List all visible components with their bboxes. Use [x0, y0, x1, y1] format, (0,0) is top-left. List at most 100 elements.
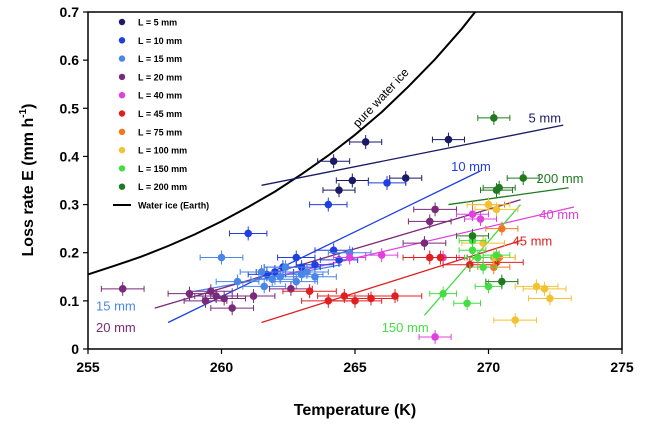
data-point	[292, 253, 301, 262]
data-point	[498, 277, 506, 286]
legend-swatch	[118, 110, 126, 117]
data-point	[118, 285, 127, 293]
data-point	[268, 275, 277, 283]
fit-line-label: 5 mm	[529, 111, 562, 126]
legend-swatch	[118, 18, 126, 26]
data-point	[351, 297, 359, 305]
data-point	[228, 304, 236, 312]
data-point	[476, 215, 485, 223]
data-point	[348, 176, 357, 185]
data-point	[220, 294, 228, 303]
x-tick-label: 275	[610, 359, 634, 375]
data-point	[468, 232, 477, 240]
data-point	[479, 263, 487, 271]
legend-label: L = 20 mm	[138, 72, 182, 82]
data-point	[492, 205, 501, 214]
legend-label: L = 45 mm	[138, 109, 182, 119]
data-point	[311, 260, 319, 269]
y-tick-label: 0.1	[60, 293, 80, 309]
fit-line-label: 10 mm	[451, 159, 491, 174]
legend-label: L = 10 mm	[138, 36, 182, 46]
legend-label: L = 40 mm	[138, 91, 182, 101]
fit-line	[194, 264, 342, 292]
legend-swatch	[118, 55, 126, 62]
data-point	[490, 114, 498, 122]
data-point	[383, 179, 391, 187]
legend-swatch	[118, 92, 126, 99]
data-point	[468, 210, 477, 218]
y-tick-label: 0.6	[60, 52, 80, 68]
water-ice-curve-layer	[87, 11, 476, 276]
legend-swatch	[118, 73, 126, 81]
data-point	[361, 138, 370, 146]
data-point	[233, 277, 242, 286]
legend-label: L = 100 mm	[138, 146, 187, 156]
fit-line	[261, 124, 564, 186]
fit-lines-layer: 5 mm 10 mm 15 mm 20 mm 40 mm 45 mm 150 mm 200 m…	[96, 111, 584, 335]
legend: L = 5 mm L = 10 mm L = 15 mm L = 20 mm L = 4…	[113, 18, 209, 211]
y-axis-title-main: Loss rate E (mm h	[20, 118, 37, 257]
data-point	[391, 292, 399, 300]
data-point	[329, 246, 338, 255]
y-axis-title-superscript: -1	[18, 108, 29, 117]
data-point	[292, 277, 301, 286]
data-point	[249, 292, 258, 300]
data-point	[212, 292, 220, 300]
data-points-layer	[100, 110, 572, 344]
data-point	[287, 285, 295, 293]
data-point	[498, 224, 506, 233]
y-tick-label: 0.3	[60, 197, 80, 213]
data-point	[474, 253, 482, 262]
y-axis-title-end: )	[20, 104, 37, 109]
y-tick-label: 0	[71, 341, 79, 357]
legend-label: L = 200 mm	[138, 182, 187, 192]
data-point	[511, 316, 519, 324]
legend-label: L = 150 mm	[138, 164, 187, 174]
water-ice-curve-label: pure water ice	[350, 65, 412, 130]
data-point	[305, 287, 314, 296]
fit-line	[448, 187, 569, 206]
data-point	[436, 253, 445, 262]
x-tick-label: 260	[210, 359, 234, 375]
data-point	[217, 253, 226, 262]
data-point	[244, 229, 252, 238]
data-point	[479, 239, 487, 247]
data-point	[340, 292, 349, 300]
y-tick-label: 0.4	[60, 148, 80, 164]
x-tick-label: 255	[76, 359, 100, 375]
data-point	[546, 294, 554, 303]
data-point	[260, 282, 269, 291]
y-axis-title: Loss rate E (mm h-1)	[18, 104, 37, 257]
data-point	[311, 272, 319, 281]
data-point	[492, 251, 501, 259]
data-point	[519, 174, 528, 182]
data-point	[335, 186, 343, 194]
fit-line-label: 20 mm	[96, 320, 136, 335]
legend-swatch	[118, 128, 126, 135]
data-point	[281, 263, 290, 271]
water-ice-curve	[87, 11, 476, 276]
data-point	[324, 200, 333, 209]
x-tick-label: 265	[343, 359, 367, 375]
legend-label: L = 15 mm	[138, 54, 182, 64]
data-point	[492, 186, 501, 194]
data-point	[201, 297, 210, 305]
data-point	[484, 200, 493, 209]
axes: 255 260 265 270 275 0 0.1 0.2 0.3 0.4 0.5 0.6 0.7	[60, 4, 634, 375]
legend-label: Water ice (Earth)	[138, 201, 209, 211]
data-point	[345, 253, 354, 262]
data-point	[439, 289, 447, 298]
data-point	[335, 256, 343, 264]
data-point	[463, 299, 471, 308]
x-axis-title: Temperature (K)	[294, 402, 416, 419]
legend-swatch	[118, 165, 126, 172]
legend-label: L = 5 mm	[138, 18, 177, 28]
y-tick-label: 0.5	[60, 100, 80, 116]
data-point	[420, 239, 429, 247]
data-point	[484, 282, 493, 291]
data-point	[297, 270, 306, 279]
data-point	[401, 174, 410, 182]
data-point	[377, 251, 386, 259]
data-point	[532, 282, 541, 291]
fit-line-label: 200 mm	[537, 171, 584, 186]
